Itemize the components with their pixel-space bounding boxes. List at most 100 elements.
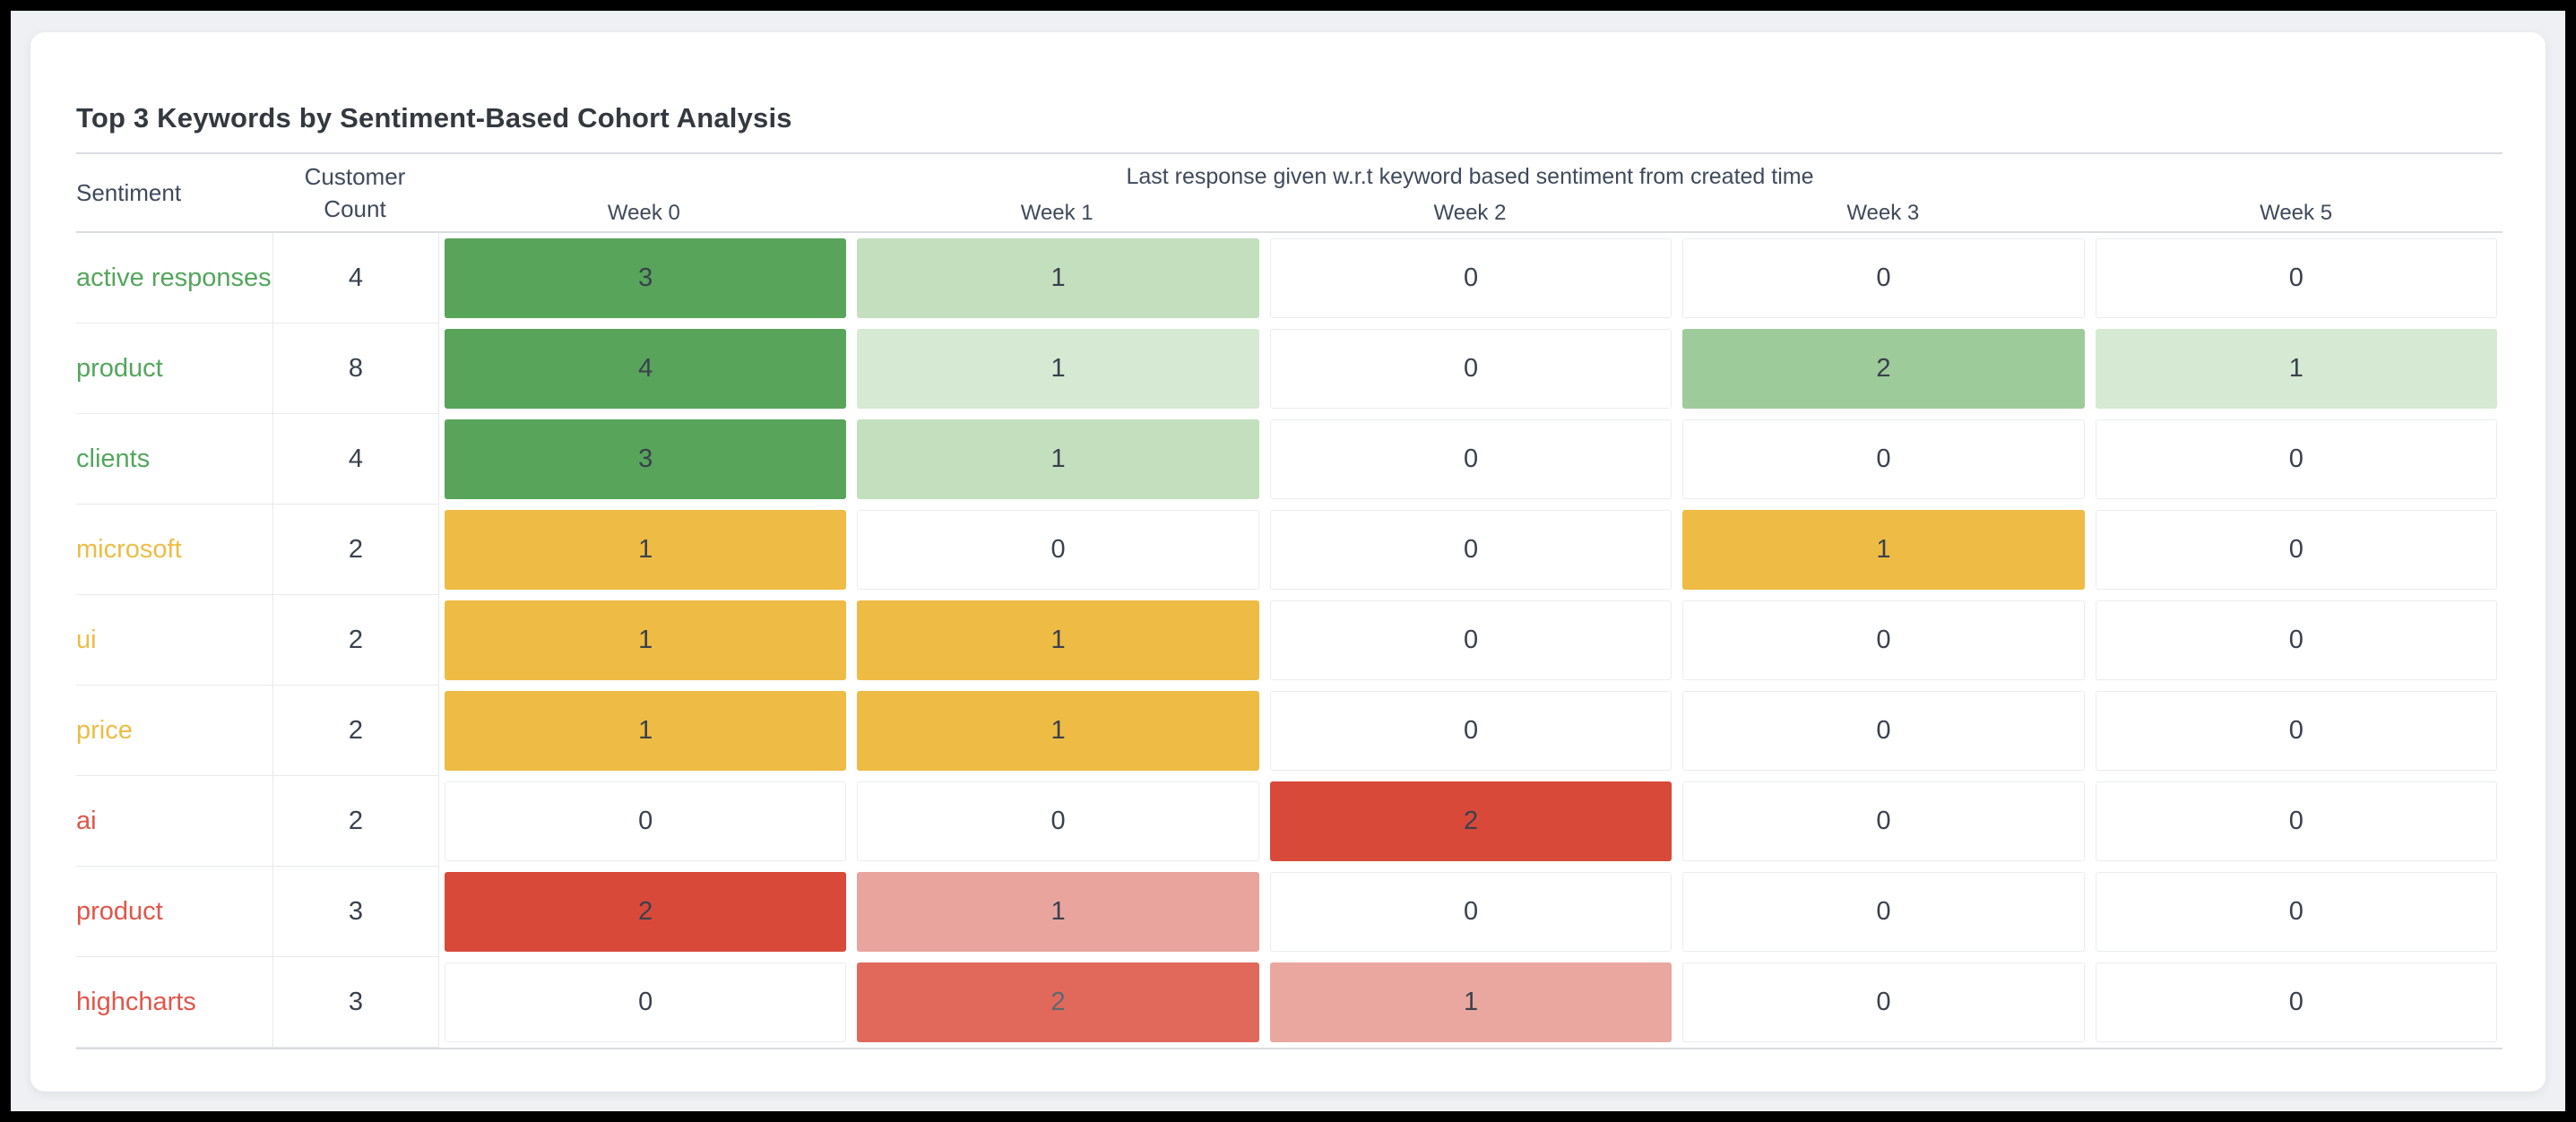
table-row: microsoft 2 1 0 0 1 0 — [76, 505, 2503, 595]
cohort-cell-slot: 0 — [851, 505, 1264, 595]
cohort-cell-slot: 0 — [2090, 233, 2503, 324]
customer-count-cell: 4 — [273, 414, 439, 505]
cohort-cell-slot: 0 — [1265, 867, 1677, 957]
cohort-cell-week-2[interactable]: 1 — [1269, 962, 1673, 1042]
sentiment-keyword-label: active responses — [76, 263, 272, 292]
cohort-cell-week-2[interactable]: 2 — [1269, 781, 1673, 861]
table-header-row: Sentiment Customer Count Last response g… — [76, 152, 2503, 233]
sentiment-keyword-cell: product — [76, 324, 273, 414]
cohort-cell-week-5[interactable]: 1 — [2095, 329, 2498, 409]
table-row: product 3 2 1 0 0 0 — [76, 867, 2503, 957]
cohort-cell-week-3[interactable]: 0 — [1682, 962, 2085, 1042]
sentiment-keyword-label: ai — [76, 806, 97, 835]
sentiment-keyword-label: clients — [76, 444, 151, 473]
cohort-cell-week-1[interactable]: 1 — [857, 691, 1259, 771]
cohort-cell-slot: 1 — [1265, 957, 1677, 1048]
cohort-cell-week-1[interactable]: 0 — [857, 781, 1259, 861]
cohort-cell-slot: 0 — [1677, 776, 2089, 867]
cohort-cell-week-1[interactable]: 2 — [857, 962, 1259, 1042]
column-header-customer-count: Customer Count — [272, 154, 437, 231]
cohort-cell-slot: 1 — [439, 595, 851, 686]
cohort-cell-week-5[interactable]: 0 — [2095, 691, 2498, 771]
sentiment-keyword-cell: active responses — [76, 233, 273, 324]
customer-count-cell: 3 — [273, 957, 439, 1048]
cohort-cell-slot: 0 — [1265, 595, 1677, 686]
cohort-cell-week-0[interactable]: 3 — [445, 238, 847, 318]
cohort-cell-week-1[interactable]: 0 — [857, 510, 1259, 590]
sentiment-keyword-cell: product — [76, 867, 273, 957]
cohort-cell-week-0[interactable]: 0 — [445, 781, 847, 861]
cohort-widget-card: Top 3 Keywords by Sentiment-Based Cohort… — [30, 32, 2546, 1092]
cohort-cell-week-0[interactable]: 1 — [445, 510, 847, 590]
cohort-cell-slot: 0 — [1265, 505, 1677, 595]
cohort-cell-slot: 1 — [439, 686, 851, 776]
cohort-cell-week-5[interactable]: 0 — [2095, 600, 2498, 680]
table-row: clients 4 3 1 0 0 0 — [76, 414, 2503, 505]
cohort-cell-slot: 1 — [1677, 505, 2089, 595]
cohort-cell-week-5[interactable]: 0 — [2095, 781, 2498, 861]
cohort-cell-week-3[interactable]: 0 — [1682, 691, 2085, 771]
cohort-cell-week-0[interactable]: 3 — [445, 419, 847, 499]
cohort-cell-slot: 0 — [1677, 414, 2089, 505]
cohort-cell-slot: 3 — [439, 233, 851, 324]
cohort-cell-week-3[interactable]: 0 — [1682, 600, 2085, 680]
cohort-cell-week-2[interactable]: 0 — [1269, 419, 1673, 499]
table-row: ai 2 0 0 2 0 0 — [76, 776, 2503, 867]
cohort-table: Sentiment Customer Count Last response g… — [76, 152, 2503, 1049]
cohort-cell-week-3[interactable]: 0 — [1682, 419, 2085, 499]
cohort-cell-slot: 0 — [2090, 505, 2503, 595]
cohort-cell-week-5[interactable]: 0 — [2095, 872, 2498, 952]
cohort-cell-slot: 0 — [1265, 686, 1677, 776]
cohort-cell-week-2[interactable]: 0 — [1269, 872, 1673, 952]
sentiment-keyword-label: price — [76, 715, 133, 745]
cohort-cell-week-1[interactable]: 1 — [857, 872, 1259, 952]
sentiment-keyword-label: highcharts — [76, 987, 196, 1016]
cohort-cell-slot: 0 — [1677, 233, 2089, 324]
cohort-cell-week-2[interactable]: 0 — [1269, 510, 1673, 590]
cohort-cell-slot: 0 — [851, 776, 1264, 867]
cohort-cell-slot: 0 — [439, 776, 851, 867]
cohort-cell-week-1[interactable]: 1 — [857, 329, 1259, 409]
cohort-cell-slot: 0 — [2090, 686, 2503, 776]
cohort-cell-slot: 0 — [2090, 776, 2503, 867]
cohort-cell-week-5[interactable]: 0 — [2095, 510, 2498, 590]
cohort-cell-slot: 1 — [851, 686, 1264, 776]
cohort-cell-week-5[interactable]: 0 — [2095, 238, 2498, 318]
table-row: highcharts 3 0 2 1 0 0 — [76, 957, 2503, 1048]
sentiment-keyword-cell: microsoft — [76, 505, 273, 595]
cohort-cell-week-0[interactable]: 0 — [445, 962, 847, 1042]
cohort-cell-week-2[interactable]: 0 — [1269, 329, 1673, 409]
cohort-cell-week-1[interactable]: 1 — [857, 419, 1259, 499]
cohort-cell-week-0[interactable]: 4 — [445, 329, 847, 409]
cohort-cell-week-5[interactable]: 0 — [2095, 962, 2498, 1042]
cohort-cell-week-3[interactable]: 1 — [1682, 510, 2085, 590]
cohort-cell-week-5[interactable]: 0 — [2095, 419, 2498, 499]
customer-count-cell: 4 — [273, 233, 439, 324]
cohort-cell-week-3[interactable]: 0 — [1682, 872, 2085, 952]
cohort-cell-week-0[interactable]: 1 — [445, 600, 847, 680]
cohort-cell-week-3[interactable]: 0 — [1682, 781, 2085, 861]
cohort-cell-week-0[interactable]: 1 — [445, 691, 847, 771]
cohort-cell-slot: 1 — [851, 414, 1264, 505]
cohort-cell-slot: 0 — [2090, 414, 2503, 505]
cohort-cell-week-0[interactable]: 2 — [445, 872, 847, 952]
cohort-cell-week-1[interactable]: 1 — [857, 238, 1259, 318]
cohort-cell-week-2[interactable]: 0 — [1269, 691, 1673, 771]
cohort-cell-slot: 0 — [439, 957, 851, 1048]
cohort-cell-slot: 1 — [851, 595, 1264, 686]
cohort-cell-slot: 1 — [439, 505, 851, 595]
cohort-cell-slot: 0 — [1677, 957, 2089, 1048]
cohort-cell-week-2[interactable]: 0 — [1269, 600, 1673, 680]
cohort-cell-week-1[interactable]: 1 — [857, 600, 1259, 680]
cohort-cell-week-3[interactable]: 2 — [1682, 329, 2085, 409]
cohort-cell-slot: 2 — [1677, 324, 2089, 414]
sentiment-keyword-cell: clients — [76, 414, 273, 505]
sentiment-keyword-cell: highcharts — [76, 957, 273, 1048]
column-header-sentiment: Sentiment — [76, 178, 182, 206]
cohort-cell-week-2[interactable]: 0 — [1269, 238, 1673, 318]
week-labels-row: Week 0 Week 1 Week 2 Week 3 Week 5 — [437, 201, 2503, 226]
table-body: active responses 4 3 1 0 0 0 product 8 4 1 0 2 1 clien… — [76, 233, 2503, 1049]
cohort-cell-week-3[interactable]: 0 — [1682, 238, 2085, 318]
